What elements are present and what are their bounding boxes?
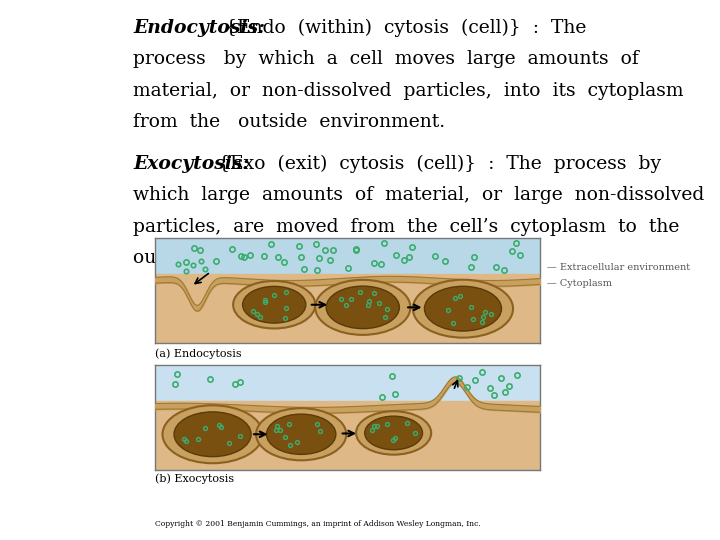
- Ellipse shape: [256, 408, 346, 460]
- Text: from  the   outside  environment.: from the outside environment.: [133, 113, 446, 131]
- Text: material,  or  non-dissolved  particles,  into  its  cytoplasm: material, or non-dissolved particles, in…: [133, 82, 684, 99]
- Ellipse shape: [425, 286, 501, 331]
- Text: {Endo  (within)  cytosis  (cell)}  :  The: {Endo (within) cytosis (cell)} : The: [212, 19, 586, 37]
- Text: (b) Exocytosis: (b) Exocytosis: [155, 474, 234, 484]
- Text: Endocytosis:: Endocytosis:: [133, 19, 265, 37]
- Text: outside  environment.: outside environment.: [133, 249, 340, 267]
- Ellipse shape: [163, 406, 263, 463]
- Ellipse shape: [413, 280, 513, 338]
- Text: process   by  which  a  cell  moves  large  amounts  of: process by which a cell moves large amou…: [133, 50, 639, 68]
- Text: {Exo  (exit)  cytosis  (cell)}  :  The  process  by: {Exo (exit) cytosis (cell)} : The proces…: [206, 155, 661, 173]
- Text: Exocytosis:: Exocytosis:: [133, 155, 249, 173]
- Ellipse shape: [356, 411, 431, 455]
- Text: particles,  are  moved  from  the  cell’s  cytoplasm  to  the: particles, are moved from the cell’s cyt…: [133, 218, 680, 235]
- Text: — Extracellular environment: — Extracellular environment: [547, 262, 690, 272]
- Ellipse shape: [315, 280, 410, 335]
- Text: (a) Endocytosis: (a) Endocytosis: [155, 348, 241, 359]
- Ellipse shape: [365, 416, 423, 450]
- Ellipse shape: [326, 286, 400, 329]
- Ellipse shape: [266, 414, 336, 454]
- Text: — Cytoplasm: — Cytoplasm: [547, 279, 612, 288]
- Text: which  large  amounts  of  material,  or  large  non-dissolved: which large amounts of material, or larg…: [133, 186, 704, 204]
- Ellipse shape: [174, 412, 251, 457]
- Ellipse shape: [243, 286, 306, 323]
- Ellipse shape: [233, 281, 315, 328]
- Text: Copyright © 2001 Benjamin Cummings, an imprint of Addison Wesley Longman, Inc.: Copyright © 2001 Benjamin Cummings, an i…: [155, 520, 480, 528]
